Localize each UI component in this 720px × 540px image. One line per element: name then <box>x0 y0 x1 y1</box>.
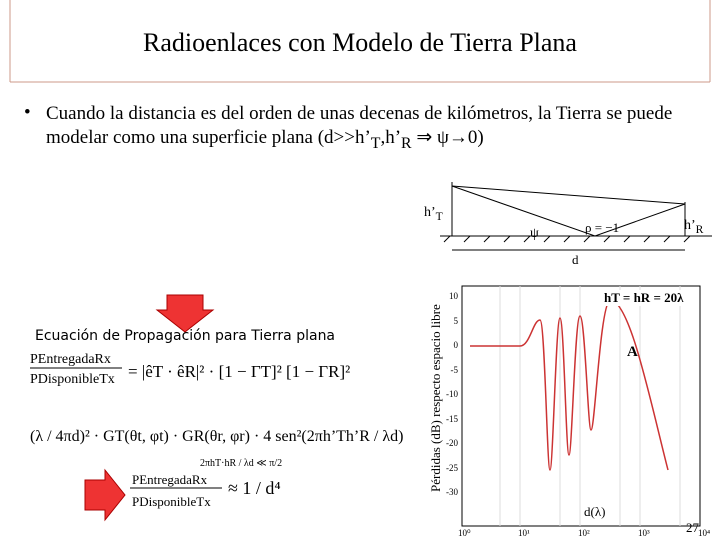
x-tick-label: 10⁰ <box>458 528 471 538</box>
x-axis-label: d(λ) <box>584 504 606 519</box>
x-tick-label: 10¹ <box>518 528 530 538</box>
subscript: T <box>435 209 443 223</box>
y-tick-label: -5 <box>450 364 459 375</box>
label-rho: ρ = −1 <box>585 220 620 235</box>
equation: = |êT · êR|² · [1 − ΓT]² [1 − ΓR]² <box>128 362 351 381</box>
label-ht: h’T <box>424 205 443 223</box>
y-tick-label: 0 <box>453 340 459 350</box>
y-tick-label: -25 <box>446 462 458 473</box>
y-tick-label: 10 <box>449 291 458 301</box>
denominator: PDisponibleTx <box>132 494 211 509</box>
x-tick-label: 10⁴ <box>698 528 711 538</box>
denominator: PDisponibleTx <box>30 372 115 387</box>
y-tick-label: -20 <box>446 438 458 448</box>
annotation: hT = hR = 20λ <box>604 290 684 306</box>
numerator: PEntregadaRx <box>30 352 111 367</box>
point-label: A <box>627 344 638 360</box>
text: h’ <box>424 205 436 220</box>
bullet-text: Cuando la distancia es del orden de unas… <box>46 102 706 156</box>
text: Cuando la distancia es del orden de unas… <box>46 103 673 148</box>
x-tick-label: 10³ <box>638 528 650 538</box>
y-tick-label: -15 <box>446 413 458 424</box>
text: h’ <box>684 218 696 233</box>
numerator: PEntregadaRx <box>132 472 208 487</box>
x-tick-label: 10² <box>578 528 590 538</box>
text: ,h’ <box>380 127 402 148</box>
reflected-ray <box>451 185 686 237</box>
y-tick-label: -10 <box>446 389 458 399</box>
direct-ray <box>451 185 686 205</box>
label-d: d <box>572 252 579 267</box>
equation-heading: Ecuación de Propagación para Tierra plan… <box>35 328 336 344</box>
subscript: R <box>401 134 412 152</box>
subscript: T <box>370 134 381 152</box>
condition: 2πhT·hR / λd ≪ π/2 <box>200 458 283 469</box>
ground-hatch <box>443 235 691 243</box>
title: Radioenlaces con Modelo de Tierra Plana <box>143 28 577 57</box>
page-number: 27 <box>686 520 699 535</box>
arrow-down <box>155 294 215 333</box>
equation: (λ / 4πd)² · GT(θt, φt) · GR(θr, φr) · 4… <box>30 428 404 445</box>
loss-curve <box>470 299 669 471</box>
label-hr: h’R <box>684 218 703 236</box>
y-tick-label: -30 <box>446 487 458 497</box>
label-psi: ψ <box>530 226 539 241</box>
text: ⇒ ψ→0) <box>411 127 484 148</box>
plot-frame <box>461 285 701 527</box>
y-tick-label: 5 <box>453 315 459 326</box>
plot-grid <box>499 286 681 526</box>
arrow-right <box>84 468 126 522</box>
equation: ≈ 1 / d⁴ <box>228 478 281 498</box>
subscript: R <box>695 222 704 236</box>
bullet-mark: • <box>24 102 31 123</box>
